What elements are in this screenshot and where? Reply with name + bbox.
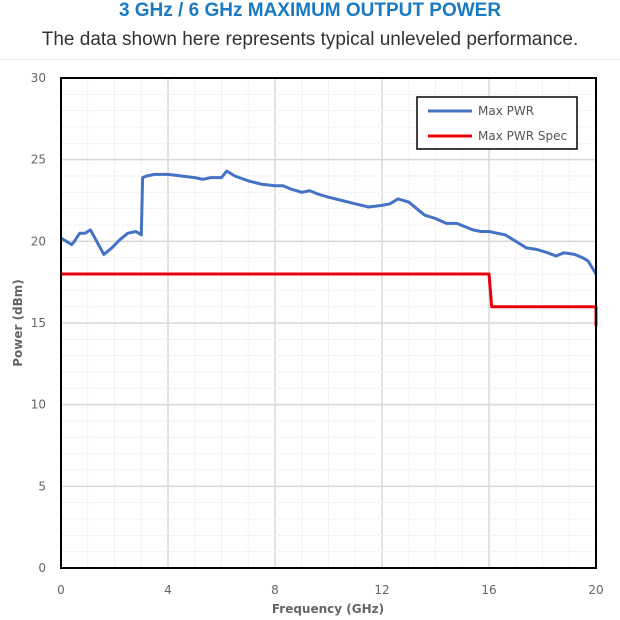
legend-label-max-pwr: Max PWR bbox=[478, 104, 534, 118]
legend-label-max-pwr-spec: Max PWR Spec bbox=[478, 129, 567, 143]
chart-title: 3 GHz / 6 GHz MAXIMUM OUTPUT POWER bbox=[118, 0, 502, 21]
x-tick-label: 8 bbox=[271, 583, 279, 597]
y-tick-label: 15 bbox=[31, 316, 46, 330]
plot-area-border bbox=[60, 77, 597, 569]
max-pwr-line bbox=[60, 169, 598, 275]
x-tick-label: 16 bbox=[481, 583, 496, 597]
y-tick-label: 25 bbox=[31, 153, 46, 167]
x-tick-label: 0 bbox=[57, 583, 65, 597]
x-tick-label: 12 bbox=[374, 583, 389, 597]
legend-box bbox=[416, 96, 578, 150]
y-tick-label: 30 bbox=[31, 71, 46, 85]
y-axis-label: Power (dBm) bbox=[11, 279, 25, 367]
grid-lines bbox=[60, 77, 597, 569]
y-axis-ticks: 0 5 10 15 20 25 30 bbox=[31, 71, 46, 575]
y-tick-label: 10 bbox=[31, 398, 46, 412]
header-divider bbox=[0, 59, 620, 60]
x-tick-label: 20 bbox=[588, 583, 603, 597]
legend: Max PWR Max PWR Spec bbox=[416, 96, 578, 150]
x-axis-ticks: 0 4 8 12 16 20 bbox=[57, 583, 603, 597]
chart-subtitle: The data shown here represents typical u… bbox=[41, 29, 579, 50]
x-axis-label: Frequency (GHz) bbox=[272, 602, 384, 616]
y-tick-label: 0 bbox=[38, 561, 46, 575]
y-tick-label: 5 bbox=[38, 479, 46, 493]
x-tick-label: 4 bbox=[164, 583, 172, 597]
y-tick-label: 20 bbox=[31, 234, 46, 248]
